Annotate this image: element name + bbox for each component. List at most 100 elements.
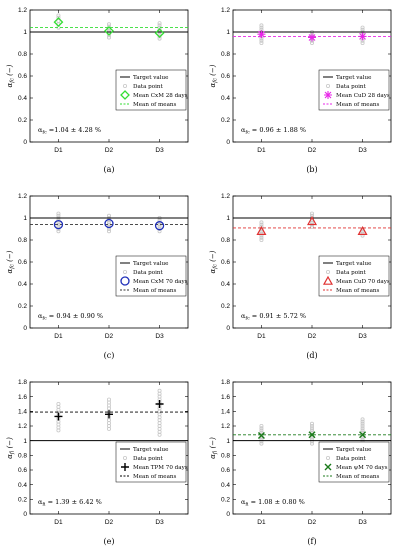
data-point — [309, 423, 314, 428]
chart-panel-f: 0 0.2 0.4 0.6 0.8 1 1.2 1.4 1.6 1.8 D1 D2 D3 αfi (−) T… — [209, 379, 392, 546]
y-tick-label: 1.6 — [18, 394, 27, 401]
stats-annotation: αfc = 0.91 ± 5.72 % — [241, 312, 306, 322]
mean-marker — [53, 17, 64, 28]
mean-marker — [359, 431, 367, 439]
y-tick-label: 1.4 — [221, 409, 230, 416]
legend-label: Data point — [336, 84, 367, 90]
y-tick-label: 1.6 — [221, 394, 230, 401]
y-tick-label: 0.4 — [18, 281, 27, 288]
data-point — [259, 23, 264, 28]
data-point — [309, 426, 314, 431]
x-tick-label: D2 — [105, 519, 114, 526]
data-point — [157, 21, 162, 26]
chart-panel-c: 0 0.2 0.4 0.6 0.8 1 1.2 D1 D2 D3 αfc (−) Target val… — [6, 193, 189, 360]
y-tick-label: 0.2 — [18, 117, 27, 124]
legend-mean-swatch — [121, 463, 129, 471]
y-tick-label: 1 — [23, 438, 27, 445]
legend-label: Mean of means — [336, 102, 380, 108]
legend-label: Target value — [133, 447, 169, 453]
y-tick-label: 0.6 — [221, 73, 230, 80]
y-tick-label: 1.4 — [18, 409, 27, 416]
y-tick-label: 0.2 — [221, 497, 230, 504]
data-point — [259, 426, 264, 431]
data-point — [259, 25, 264, 30]
mean-marker — [155, 400, 164, 408]
data-point — [259, 423, 264, 428]
y-tick-label: 0.6 — [18, 467, 27, 474]
y-tick-label: 0 — [23, 139, 27, 146]
mean-marker — [357, 225, 368, 235]
data-point — [259, 38, 264, 43]
data-point — [360, 41, 365, 46]
y-tick-label: 1.2 — [18, 193, 27, 200]
legend-label: Data point — [133, 84, 164, 90]
chart-panel-a: 0 0.2 0.4 0.6 0.8 1 1.2 D1 D2 D3 αfc (−) Target val… — [6, 7, 189, 174]
legend-label: Target value — [336, 75, 372, 81]
mean-marker — [104, 25, 114, 36]
y-tick-label: 0.4 — [221, 482, 230, 489]
y-tick-label: 1.2 — [221, 423, 230, 430]
chart-panel-d: 0 0.2 0.4 0.6 0.8 1 1.2 D1 D2 D3 αfc (−) Target val… — [209, 193, 392, 360]
data-point — [259, 237, 264, 242]
data-point — [259, 439, 264, 444]
y-tick-label: 0.6 — [221, 259, 230, 266]
legend-label: Data point — [336, 456, 367, 462]
data-point — [259, 235, 264, 240]
y-tick-label: 0 — [23, 511, 27, 518]
data-point — [259, 220, 264, 225]
data-point — [157, 23, 162, 28]
mean-marker — [104, 218, 114, 229]
y-tick-label: 0.4 — [221, 95, 230, 102]
y-tick-label: 0.8 — [18, 51, 27, 58]
y-tick-label: 0 — [226, 139, 230, 146]
legend-label: Data point — [336, 270, 367, 276]
legend-label: Mean CuD 70 days — [336, 279, 390, 285]
y-tick-label: 0 — [23, 325, 27, 332]
x-tick-label: D2 — [105, 333, 114, 340]
x-tick-label: D3 — [358, 333, 367, 340]
x-tick-label: D3 — [155, 147, 164, 154]
mean-marker — [54, 412, 63, 421]
legend-box — [115, 255, 187, 297]
y-tick-label: 1.2 — [18, 7, 27, 14]
y-tick-label: 1 — [226, 29, 230, 36]
mean-marker — [358, 32, 367, 41]
data-point — [157, 224, 162, 229]
mean-marker — [306, 216, 318, 226]
mean-marker — [105, 410, 113, 419]
data-point — [107, 213, 112, 218]
x-tick-label: D1 — [54, 519, 63, 526]
legend-label: Mean TPM 70 days — [133, 465, 188, 471]
legend-label: Target value — [133, 261, 169, 267]
y-tick-label: 0.2 — [221, 117, 230, 124]
data-point — [360, 428, 365, 433]
legend-label: Mean of means — [133, 288, 177, 294]
y-tick-label: 0.2 — [18, 303, 27, 310]
data-point — [309, 441, 314, 446]
data-point — [309, 211, 314, 216]
y-tick-label: 0.2 — [18, 497, 27, 504]
stats-annotation: αfi = 1.08 ± 0.80 % — [241, 498, 305, 508]
legend-label: Mean ψM 70 days — [336, 465, 388, 471]
legend-point-swatch — [325, 269, 330, 274]
data-point — [56, 211, 61, 216]
x-tick-label: D2 — [105, 147, 114, 154]
y-tick-label: 1.8 — [18, 379, 27, 386]
mean-marker — [257, 30, 266, 39]
data-point — [56, 226, 61, 231]
data-point — [56, 213, 61, 218]
data-point — [157, 32, 162, 37]
x-tick-label: D1 — [257, 147, 266, 154]
chart-panel-b: 0 0.2 0.4 0.6 0.8 1 1.2 D1 D2 D3 αfc (−) Target val… — [209, 7, 392, 174]
legend-point-swatch — [123, 269, 128, 274]
legend-label: Mean CuD 28 days — [336, 93, 390, 99]
panel-caption: (a) — [103, 165, 114, 174]
data-point — [360, 423, 365, 428]
panel-caption: (e) — [104, 537, 115, 546]
mean-marker — [308, 431, 316, 439]
x-tick-label: D3 — [358, 147, 367, 154]
y-tick-label: 0.6 — [18, 259, 27, 266]
x-tick-label: D1 — [257, 333, 266, 340]
legend-label: Mean of means — [133, 474, 177, 480]
